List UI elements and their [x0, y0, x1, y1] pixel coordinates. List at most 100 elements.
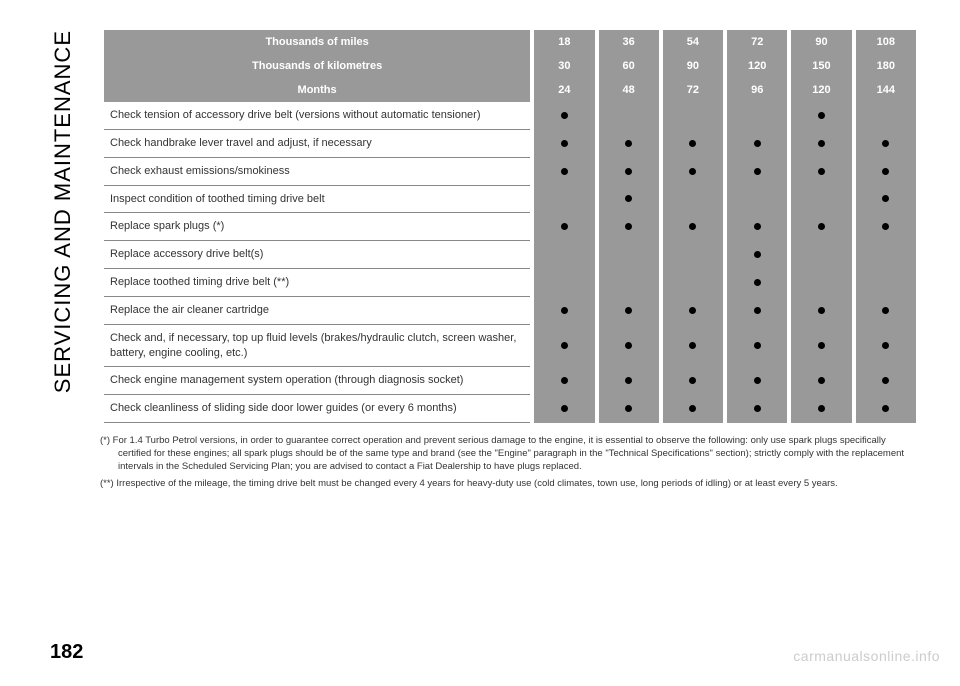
- row-cell: [534, 325, 594, 368]
- dot-icon: [754, 251, 761, 258]
- footnote: (**) Irrespective of the mileage, the ti…: [100, 478, 920, 491]
- row-cell: [534, 395, 594, 423]
- header-value: 180: [856, 54, 916, 78]
- row-cell: [727, 395, 787, 423]
- dot-icon: [561, 307, 568, 314]
- dot-icon: [754, 140, 761, 147]
- dot-icon: [882, 140, 889, 147]
- dot-icon: [561, 377, 568, 384]
- row-cell: [856, 213, 916, 241]
- dot-icon: [882, 377, 889, 384]
- row-cell: [791, 325, 851, 368]
- dot-icon: [625, 342, 632, 349]
- table-body: Check tension of accessory drive belt (v…: [104, 102, 916, 423]
- row-cell: [791, 269, 851, 297]
- row-cell: [856, 158, 916, 186]
- header-label: Months: [104, 78, 530, 102]
- row-label: Check and, if necessary, top up fluid le…: [104, 325, 530, 368]
- row-cell: [534, 158, 594, 186]
- row-cell: [727, 325, 787, 368]
- row-cell: [663, 130, 723, 158]
- row-cell: [791, 367, 851, 395]
- dot-icon: [818, 377, 825, 384]
- row-cell: [663, 297, 723, 325]
- row-cell: [599, 158, 659, 186]
- row-cell: [727, 102, 787, 130]
- row-cell: [599, 102, 659, 130]
- row-cell: [534, 367, 594, 395]
- dot-icon: [754, 377, 761, 384]
- dot-icon: [625, 195, 632, 202]
- row-cell: [856, 395, 916, 423]
- header-value: 72: [663, 78, 723, 102]
- row-cell: [791, 130, 851, 158]
- row-cell: [534, 213, 594, 241]
- row-cell: [534, 186, 594, 214]
- row-cell: [727, 297, 787, 325]
- row-label: Check exhaust emissions/smokiness: [104, 158, 530, 186]
- header-value: 144: [856, 78, 916, 102]
- row-cell: [663, 395, 723, 423]
- header-value: 48: [599, 78, 659, 102]
- row-cell: [534, 297, 594, 325]
- dot-icon: [561, 168, 568, 175]
- dot-icon: [882, 168, 889, 175]
- table-header: Thousands of miles1836547290108Thousands…: [104, 30, 916, 102]
- row-cell: [727, 158, 787, 186]
- header-label: Thousands of miles: [104, 30, 530, 54]
- dot-icon: [754, 307, 761, 314]
- row-cell: [599, 325, 659, 368]
- dot-icon: [561, 140, 568, 147]
- row-label: Check handbrake lever travel and adjust,…: [104, 130, 530, 158]
- row-cell: [856, 269, 916, 297]
- row-cell: [791, 186, 851, 214]
- row-cell: [727, 213, 787, 241]
- dot-icon: [689, 405, 696, 412]
- row-cell: [599, 269, 659, 297]
- header-value: 30: [534, 54, 594, 78]
- row-cell: [663, 367, 723, 395]
- row-cell: [856, 186, 916, 214]
- dot-icon: [689, 140, 696, 147]
- row-label: Replace toothed timing drive belt (**): [104, 269, 530, 297]
- dot-icon: [818, 140, 825, 147]
- row-label: Replace accessory drive belt(s): [104, 241, 530, 269]
- dot-icon: [689, 168, 696, 175]
- dot-icon: [561, 405, 568, 412]
- row-cell: [663, 102, 723, 130]
- dot-icon: [818, 223, 825, 230]
- row-cell: [599, 395, 659, 423]
- content-area: Thousands of miles1836547290108Thousands…: [100, 30, 920, 494]
- dot-icon: [625, 140, 632, 147]
- header-value: 120: [727, 54, 787, 78]
- dot-icon: [625, 307, 632, 314]
- row-cell: [663, 158, 723, 186]
- row-cell: [727, 269, 787, 297]
- row-cell: [599, 213, 659, 241]
- row-label: Check tension of accessory drive belt (v…: [104, 102, 530, 130]
- row-cell: [663, 186, 723, 214]
- row-cell: [791, 297, 851, 325]
- header-value: 96: [727, 78, 787, 102]
- dot-icon: [818, 112, 825, 119]
- dot-icon: [689, 377, 696, 384]
- row-cell: [727, 367, 787, 395]
- row-label: Check engine management system operation…: [104, 367, 530, 395]
- dot-icon: [561, 112, 568, 119]
- header-value: 24: [534, 78, 594, 102]
- row-cell: [663, 213, 723, 241]
- row-cell: [791, 213, 851, 241]
- row-cell: [663, 325, 723, 368]
- watermark: carmanualsonline.info: [793, 648, 940, 664]
- row-cell: [791, 241, 851, 269]
- dot-icon: [561, 223, 568, 230]
- dot-icon: [625, 168, 632, 175]
- row-cell: [791, 102, 851, 130]
- dot-icon: [625, 223, 632, 230]
- row-cell: [599, 367, 659, 395]
- header-label: Thousands of kilometres: [104, 54, 530, 78]
- row-cell: [534, 269, 594, 297]
- row-cell: [534, 130, 594, 158]
- dot-icon: [818, 405, 825, 412]
- dot-icon: [754, 279, 761, 286]
